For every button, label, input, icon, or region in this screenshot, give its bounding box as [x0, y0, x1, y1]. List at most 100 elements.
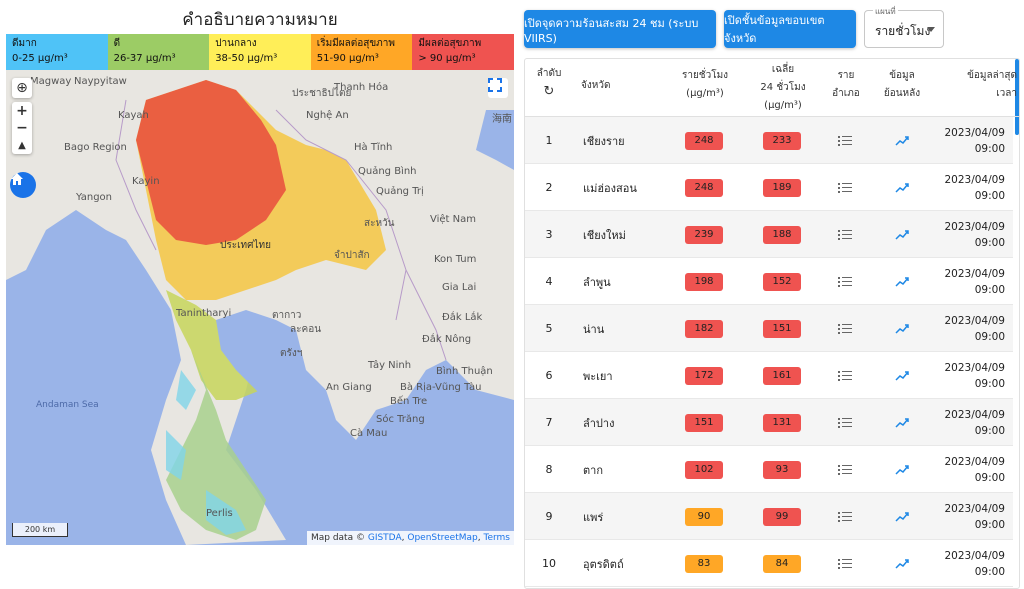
province-cell[interactable]: เชียงใหม่ [583, 228, 626, 242]
osm-link[interactable]: OpenStreetMap [407, 533, 478, 543]
province-cell[interactable]: น่าน [583, 322, 605, 336]
zoom-in-button[interactable]: + [16, 102, 28, 119]
map-canvas[interactable] [6, 70, 514, 545]
table-row[interactable]: 9 แพร่ 90 99 2023/04/09 09:00 [525, 493, 1013, 540]
history-chart-button[interactable] [895, 399, 909, 446]
map-place-label: ตากาว [272, 310, 302, 321]
fullscreen-button[interactable] [488, 78, 508, 98]
col-province[interactable]: จังหวัด [581, 80, 611, 91]
history-chart-button[interactable] [895, 211, 909, 258]
col-hourly[interactable]: รายชั่วโมง (µg/m³) [675, 67, 735, 103]
table-row[interactable]: 3 เชียงใหม่ 239 188 2023/04/09 09:00 [525, 211, 1013, 258]
hourly-cell: 102 [685, 446, 723, 493]
history-chart-button[interactable] [895, 540, 909, 587]
history-chart-button[interactable] [895, 352, 909, 399]
map-place-label: Hà Tĩnh [354, 142, 393, 153]
table-row[interactable]: 7 ลำปาง 151 131 2023/04/09 09:00 [525, 399, 1013, 446]
map-type-select[interactable]: แผนที่ รายชั่วโมง [864, 5, 944, 48]
col-rank[interactable]: ลำดับ ↻ [529, 65, 569, 101]
province-boundary-button[interactable]: เปิดชั้นข้อมูลขอบเขตจังหวัด [724, 10, 856, 48]
zoom-out-button[interactable]: − [16, 119, 28, 136]
map-place-label: Tanintharyi [176, 308, 232, 319]
history-chart-button[interactable] [895, 446, 909, 493]
district-list-button[interactable] [838, 117, 852, 164]
province-cell[interactable]: ลำพูน [583, 275, 611, 289]
history-chart-button[interactable] [895, 493, 909, 540]
scrollbar[interactable] [1015, 59, 1019, 135]
table-row[interactable]: 4 ลำพูน 198 152 2023/04/09 09:00 [525, 258, 1013, 305]
col-avg[interactable]: เฉลี่ย 24 ชั่วโมง (µg/m³) [753, 61, 813, 115]
legend-item: เริ่มมีผลต่อสุขภาพ 51-90 µg/m³ [310, 34, 413, 70]
rank-cell: 6 [545, 369, 553, 382]
history-chart-button[interactable] [895, 117, 909, 164]
latest-time-cell: 2023/04/09 09:00 [927, 258, 1005, 305]
legend-item-range: 0-25 µg/m³ [12, 53, 68, 64]
compass-icon[interactable]: ▲ [18, 139, 26, 151]
avg-badge: 93 [763, 460, 801, 479]
district-list-button[interactable] [838, 352, 852, 399]
list-icon [838, 229, 852, 241]
history-chart-button[interactable] [895, 164, 909, 211]
province-cell[interactable]: เชียงราย [583, 134, 625, 148]
zoom-controls: + − ▲ [12, 102, 32, 154]
locate-icon[interactable]: ⊕ [12, 78, 32, 98]
map-place-label: Nghệ An [306, 110, 349, 121]
legend-item: ดี 26-37 µg/m³ [107, 34, 210, 70]
map-place-label: Perlis [206, 508, 233, 519]
map-place-label: Kayin [132, 176, 160, 187]
map-place-label: Yangon [76, 192, 113, 203]
map-place-label: Sóc Trăng [376, 414, 425, 425]
province-cell[interactable]: ตาก [583, 463, 603, 477]
list-icon [838, 135, 852, 147]
district-list-button[interactable] [838, 540, 852, 587]
table-row[interactable]: 2 แม่ฮ่องสอน 248 189 2023/04/09 09:00 [525, 164, 1013, 211]
hotspot-toggle-button[interactable]: เปิดจุดความร้อนสะสม 24 ชม (ระบบ VIIRS) [524, 10, 716, 48]
map-panel: คำอธิบายความหมาย ดีมาก 0-25 µg/m³ ดี 26-3… [6, 0, 514, 545]
history-chart-button[interactable] [895, 258, 909, 305]
latest-time-cell: 2023/04/09 09:00 [927, 211, 1005, 258]
col-latest[interactable]: ข้อมูลล่าสุด เวลา [937, 67, 1017, 103]
pm25-map[interactable]: Magway Naypyitaw Kayah Bago Region Kayin Yang… [6, 70, 514, 545]
legend-item: มีผลต่อสุขภาพ > 90 µg/m³ [412, 34, 514, 70]
table-row[interactable]: 8 ตาก 102 93 2023/04/09 09:00 [525, 446, 1013, 493]
province-cell[interactable]: แพร่ [583, 510, 604, 524]
province-cell[interactable]: อุตรดิตถ์ [583, 557, 624, 571]
map-scale: 200 km [12, 523, 68, 537]
avg-badge: 99 [763, 507, 801, 526]
table-row[interactable]: 6 พะเยา 172 161 2023/04/09 09:00 [525, 352, 1013, 399]
legend-title: คำอธิบายความหมาย [182, 10, 338, 30]
trend-chart-icon [895, 229, 909, 240]
district-list-button[interactable] [838, 399, 852, 446]
latest-date: 2023/04/09 [944, 361, 1005, 374]
district-list-button[interactable] [838, 493, 852, 540]
district-list-button[interactable] [838, 258, 852, 305]
home-icon [11, 173, 23, 185]
latest-time-cell: 2023/04/09 09:00 [927, 493, 1005, 540]
terms-link[interactable]: Terms [483, 533, 510, 543]
province-cell[interactable]: ลำปาง [583, 416, 615, 430]
district-list-button[interactable] [838, 305, 852, 352]
col-latest-label: ข้อมูลล่าสุด [967, 70, 1017, 81]
district-list-button[interactable] [838, 164, 852, 211]
latest-time: 09:00 [974, 377, 1005, 390]
hourly-cell: 90 [685, 493, 723, 540]
refresh-icon[interactable]: ↻ [543, 84, 555, 99]
table-row[interactable]: 10 อุตรดิตถ์ 83 84 2023/04/09 09:00 [525, 540, 1013, 587]
col-avg-unit: (µg/m³) [764, 100, 802, 111]
table-row[interactable]: 1 เชียงราย 248 233 2023/04/09 09:00 [525, 117, 1013, 164]
province-cell[interactable]: พะเยา [583, 369, 613, 383]
latest-time: 09:00 [974, 142, 1005, 155]
trend-chart-icon [895, 558, 909, 569]
home-button[interactable] [10, 172, 36, 198]
table-row[interactable]: 5 น่าน 182 151 2023/04/09 09:00 [525, 305, 1013, 352]
avg-badge: 84 [763, 554, 801, 573]
legend-item-range: > 90 µg/m³ [418, 53, 476, 64]
gistda-link[interactable]: GISTDA [367, 533, 402, 543]
district-list-button[interactable] [838, 446, 852, 493]
history-chart-button[interactable] [895, 305, 909, 352]
district-list-button[interactable] [838, 211, 852, 258]
hourly-cell: 182 [685, 305, 723, 352]
province-cell[interactable]: แม่ฮ่องสอน [583, 181, 637, 195]
rank-cell: 2 [545, 181, 553, 194]
col-district: ราย อำเภอ [823, 67, 869, 103]
